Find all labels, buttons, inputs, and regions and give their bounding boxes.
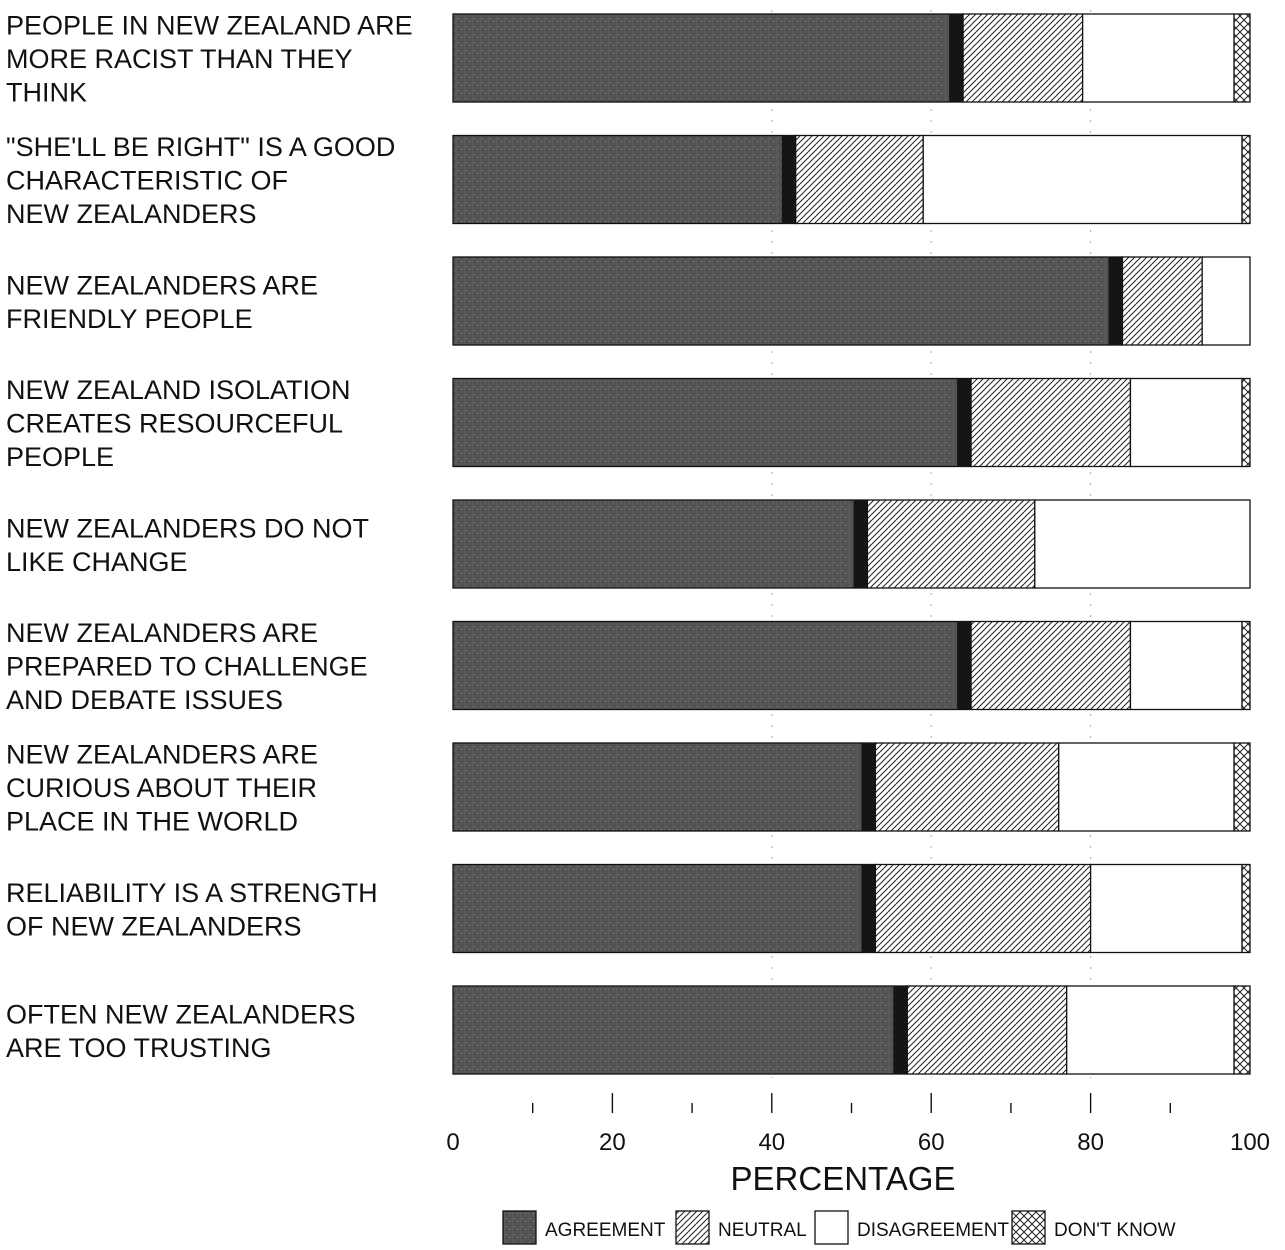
category-label: "SHE'LL BE RIGHT" IS A GOOD CHARACTERISTI… — [6, 132, 395, 229]
x-tick-label: 80 — [1077, 1129, 1104, 1156]
bar-segment-shade — [861, 864, 876, 953]
bar-segment-neutral — [874, 742, 1060, 832]
bar-segment-neutral — [970, 377, 1132, 468]
bars-layer — [452, 13, 1251, 1075]
bar-segment-agreement — [452, 13, 964, 103]
bar-segment-don-t-know — [1241, 620, 1251, 711]
bar-segment-agreement — [452, 499, 869, 589]
legend-swatch — [675, 1210, 710, 1245]
bar-segment-disagreement — [1081, 13, 1235, 103]
bar-segment-shade — [861, 743, 876, 831]
bar-segment-agreement — [452, 377, 972, 468]
category-label: NEW ZEALANDERS DO NOT LIKE CHANGE — [6, 513, 369, 577]
bar-segment-neutral — [795, 134, 924, 225]
bar-segment-shade — [949, 14, 964, 102]
category-label: RELIABILITY IS A STRENGTH OF NEW ZEALANDE… — [6, 878, 378, 942]
bar-segment-agreement — [452, 863, 877, 954]
x-tick-label: 100 — [1230, 1129, 1270, 1156]
category-label: PEOPLE IN NEW ZEALAND ARE MORE RACIST THA… — [6, 11, 413, 108]
bar-segment-neutral — [962, 13, 1084, 103]
bar-segment-don-t-know — [1233, 13, 1251, 103]
legend: AGREEMENT NEUTRAL DISAGREEMENT DON'T KNOW — [502, 1210, 1176, 1245]
legend-swatch — [1011, 1210, 1046, 1245]
bar-segment-shade — [781, 135, 796, 224]
bar-segment-shade — [957, 621, 972, 710]
legend-label: DON'T KNOW — [1054, 1220, 1176, 1241]
bar-segment-don-t-know — [1241, 377, 1251, 468]
bar-segment-neutral — [866, 499, 1036, 589]
category-label: NEW ZEALANDERS ARE FRIENDLY PEOPLE — [6, 270, 318, 334]
bar-segment-agreement — [452, 742, 877, 832]
bar-segment-shade — [893, 986, 908, 1074]
legend-label: DISAGREEMENT — [857, 1220, 1009, 1241]
category-label: NEW ZEALANDERS ARE PREPARED TO CHALLENGE A… — [6, 618, 368, 715]
bar-segment-agreement — [452, 985, 908, 1075]
legend-swatch — [502, 1210, 537, 1245]
category-labels: PEOPLE IN NEW ZEALAND ARE MORE RACIST THA… — [6, 11, 413, 1063]
bar-segment-neutral — [970, 620, 1132, 711]
x-tick-label: 60 — [918, 1129, 945, 1156]
bar-segment-disagreement — [922, 134, 1243, 225]
bar-segment-shade — [853, 500, 868, 588]
x-tick-label: 20 — [599, 1129, 626, 1156]
x-tick-label: 0 — [446, 1129, 459, 1156]
bar-segment-disagreement — [1066, 985, 1235, 1075]
x-tick-label: 40 — [758, 1129, 785, 1156]
bar-segment-shade — [1108, 257, 1123, 345]
bar-segment-disagreement — [1129, 377, 1243, 468]
bar-segment-agreement — [452, 256, 1124, 346]
bar-segment-disagreement — [1129, 620, 1243, 711]
bar-segment-disagreement — [1089, 863, 1243, 954]
bar-segment-agreement — [452, 134, 797, 225]
bar-segment-disagreement — [1058, 742, 1235, 832]
x-axis-title: PERCENTAGE — [731, 1160, 956, 1197]
bar-segment-disagreement — [1201, 256, 1251, 346]
bar-segment-shade — [957, 378, 972, 467]
legend-swatch — [814, 1210, 849, 1245]
bar-segment-neutral — [906, 985, 1068, 1075]
bar-segment-neutral — [874, 863, 1092, 954]
bar-segment-neutral — [1121, 256, 1203, 346]
category-label: OFTEN NEW ZEALANDERS ARE TOO TRUSTING — [6, 999, 356, 1063]
bar-segment-don-t-know — [1233, 742, 1251, 832]
x-axis: 0 20 40 60 80 100 — [446, 1093, 1270, 1156]
bar-segment-disagreement — [1034, 499, 1251, 589]
category-label: NEW ZEALANDERS ARE CURIOUS ABOUT THEIR PLA… — [6, 740, 318, 837]
legend-label: AGREEMENT — [545, 1220, 666, 1241]
legend-label: NEUTRAL — [718, 1220, 807, 1241]
bar-segment-don-t-know — [1241, 134, 1251, 225]
bar-segment-don-t-know — [1233, 985, 1251, 1075]
bar-segment-agreement — [452, 620, 972, 711]
category-label: NEW ZEALAND ISOLATION CREATES RESOURCEFUL… — [6, 375, 351, 472]
bar-segment-don-t-know — [1241, 863, 1251, 954]
